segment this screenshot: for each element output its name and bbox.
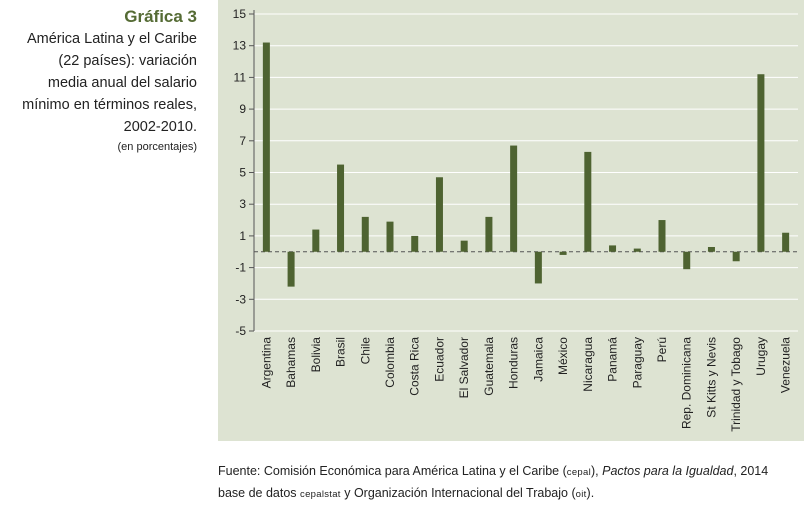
bar [782, 232, 790, 252]
x-tick-label: Nicaragua [581, 337, 595, 392]
y-tick-label: 9 [239, 102, 246, 116]
source-note: Fuente: Comisión Económica para América … [218, 461, 804, 505]
figure-title-line: media anual del salario [47, 75, 197, 91]
source-text: , 2014 [733, 464, 769, 478]
y-tick-label: 7 [239, 134, 246, 148]
bar [658, 220, 666, 252]
x-tick-label: Argentina [259, 337, 273, 389]
x-tick-label: Jamaica [531, 337, 545, 382]
figure-title-line: 2002-2010. [123, 119, 197, 135]
x-tick-label: Colombia [383, 337, 397, 388]
x-tick-label: Guatemala [482, 337, 496, 396]
bar [262, 42, 270, 252]
y-tick-label: 5 [239, 166, 246, 180]
bar [337, 164, 345, 252]
x-tick-label: Trinidad y Tobago [729, 337, 743, 432]
source-text: y Organización Internacional del Trabajo… [340, 486, 576, 500]
x-tick-label: Venezuela [779, 337, 793, 393]
source-text: base de datos [218, 486, 301, 500]
figure-number: Gráfica 3 [124, 7, 197, 26]
bar [683, 251, 691, 270]
bar [411, 235, 419, 252]
source-publication: Pactos para la Igualdad [602, 464, 734, 478]
source-text: ). [586, 486, 595, 500]
figure-caption: Gráfica 3 América Latina y el Caribe (22… [0, 6, 197, 155]
bar [386, 221, 394, 252]
chart-panel: 15 13 11 9 7 5 3 1 -1 -3 -5 Argentina Bahamas Bolivia… [218, 0, 804, 441]
source-abbr-cepalstat: cepalstat [300, 489, 341, 500]
source-text: Fuente: Comisión Económica para América … [218, 464, 567, 478]
x-tick-label: Bolivia [309, 337, 323, 373]
y-tick-label: 11 [234, 70, 247, 84]
x-tick-label: Rep. Dominicana [680, 337, 694, 429]
x-tick-label: Costa Rica [408, 337, 422, 396]
bar [534, 251, 542, 284]
x-tick-label: Perú [655, 337, 669, 362]
bar [609, 245, 617, 252]
x-tick-label: El Salvador [457, 337, 471, 398]
x-tick-label: Urugay [754, 337, 768, 376]
bar [732, 251, 740, 262]
bar [287, 251, 295, 287]
y-tick-label: -1 [235, 261, 246, 275]
y-tick-label: 1 [239, 229, 246, 243]
x-tick-label: Bahamas [284, 337, 298, 388]
bar [559, 251, 567, 255]
x-tick-label: Paraguay [630, 337, 644, 388]
figure-title: América Latina y el Caribe (22 países): … [0, 28, 197, 138]
x-tick-label: México [556, 337, 570, 375]
figure-title-line: (22 países): variación [58, 53, 197, 69]
bar [510, 145, 518, 252]
figure-title-line: mínimo en términos reales, [22, 97, 197, 113]
bar-chart: 15 13 11 9 7 5 3 1 -1 -3 -5 Argentina Bahamas Bolivia… [233, 7, 798, 432]
bar [485, 216, 493, 252]
x-tick-label: St Kitts y Nevis [704, 337, 718, 418]
bar [707, 246, 715, 252]
figure-title-line: América Latina y el Caribe [26, 31, 197, 47]
source-line-2: base de datos cepalstat y Organización I… [218, 483, 804, 505]
y-tick-label: 3 [239, 197, 246, 211]
x-tick-label: Ecuador [432, 337, 446, 382]
x-tick-label: Chile [358, 337, 372, 365]
x-tick-label: Panamá [606, 337, 620, 382]
bar [460, 240, 468, 252]
source-abbr-oit: oit [575, 489, 587, 500]
figure-units: (en porcentajes) [117, 141, 198, 153]
source-abbr-cepal: cepal [566, 467, 591, 478]
bar [757, 74, 765, 252]
bar [361, 216, 369, 252]
y-tick-label: -5 [235, 324, 246, 338]
y-tick-label: -3 [235, 292, 246, 306]
source-line-1: Fuente: Comisión Económica para América … [218, 461, 804, 483]
x-tick-label: Honduras [507, 337, 521, 389]
y-tick-label: 15 [233, 7, 247, 21]
y-tick-label: 13 [233, 39, 247, 53]
bar [312, 229, 320, 252]
source-text: ), [591, 464, 603, 478]
x-tick-label: Brasil [334, 337, 348, 367]
bar [435, 177, 443, 252]
bar [633, 248, 641, 252]
bar [584, 151, 592, 252]
